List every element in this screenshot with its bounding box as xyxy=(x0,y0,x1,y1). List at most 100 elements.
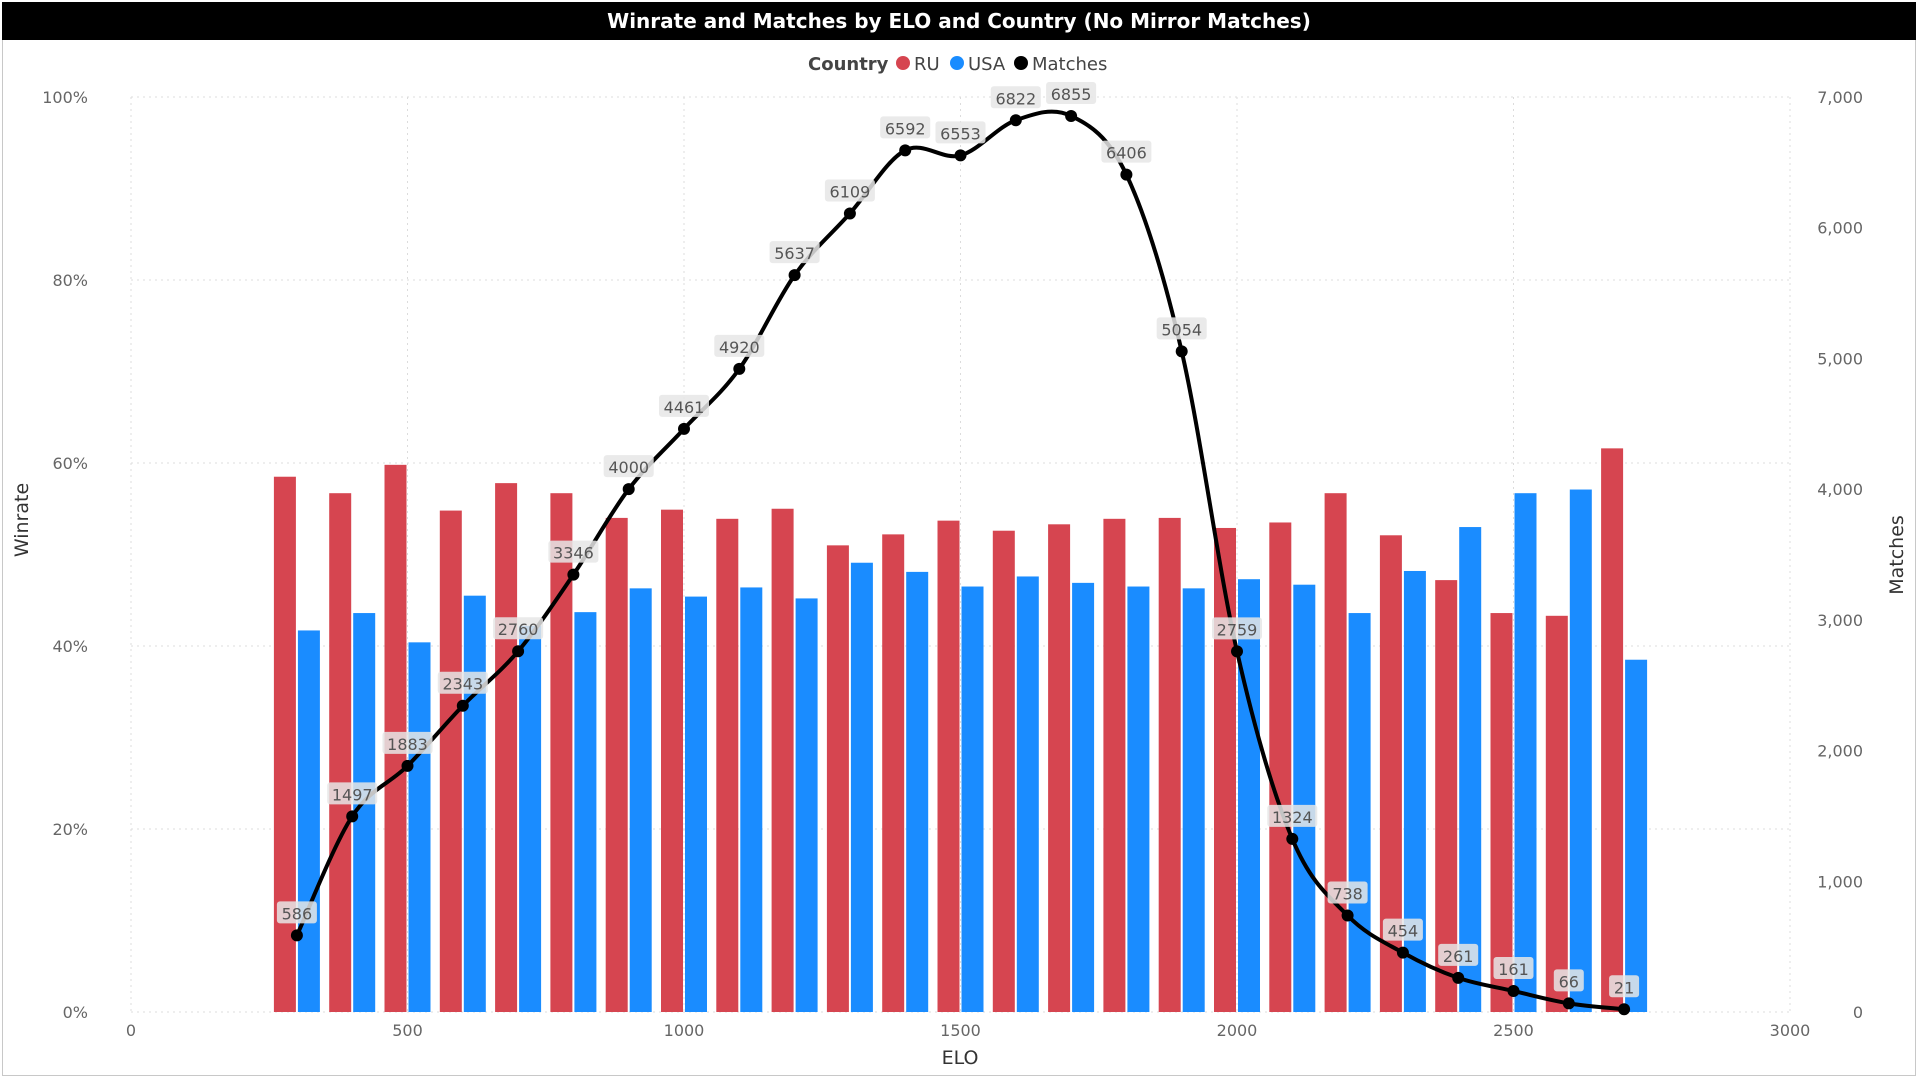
bar-ru[interactable] xyxy=(550,493,573,1012)
bar-usa[interactable] xyxy=(1459,527,1482,1012)
bar-ru[interactable] xyxy=(826,545,849,1012)
data-label-bg xyxy=(1156,317,1207,340)
bar-usa[interactable] xyxy=(961,586,984,1012)
bar-usa[interactable] xyxy=(1348,613,1371,1012)
bar-usa[interactable] xyxy=(685,596,707,1012)
bar-ru[interactable] xyxy=(992,530,1015,1012)
data-label-bg xyxy=(714,334,765,357)
bar-ru[interactable] xyxy=(1269,522,1292,1012)
bar-usa[interactable] xyxy=(1293,584,1316,1012)
legend[interactable]: Country RU USA Matches xyxy=(808,54,1107,75)
bar-usa[interactable] xyxy=(1625,659,1648,1012)
matches-point[interactable] xyxy=(1618,1003,1631,1016)
bar-ru[interactable] xyxy=(1048,524,1071,1012)
bar-ru[interactable] xyxy=(1103,518,1126,1012)
matches-point[interactable] xyxy=(678,422,690,435)
y2-tick-label: 6,000 xyxy=(1817,219,1863,238)
y2-tick-label: 7,000 xyxy=(1817,88,1863,107)
bar-usa[interactable] xyxy=(1403,570,1426,1012)
bar-usa[interactable] xyxy=(906,571,929,1012)
x-tick-label: 0 xyxy=(126,1021,136,1040)
data-label-bg xyxy=(1438,943,1479,966)
bar-usa[interactable] xyxy=(795,598,818,1012)
bar-usa[interactable] xyxy=(1072,582,1095,1012)
matches-point[interactable] xyxy=(567,568,580,581)
bar-ru[interactable] xyxy=(1435,580,1458,1012)
bar-ru[interactable] xyxy=(1379,535,1402,1012)
matches-point[interactable] xyxy=(788,269,801,282)
matches-point[interactable] xyxy=(1065,109,1078,122)
matches-data-label: 6406 xyxy=(1106,144,1147,163)
bar-ru[interactable] xyxy=(273,476,296,1013)
matches-point[interactable] xyxy=(346,810,359,823)
data-label-bg xyxy=(769,241,820,264)
x-tick-label: 1500 xyxy=(940,1021,981,1040)
data-label-bg xyxy=(548,540,599,563)
bar-ru[interactable] xyxy=(937,520,960,1012)
bar-ru[interactable] xyxy=(1601,448,1624,1012)
bar-ru[interactable] xyxy=(1214,527,1236,1012)
matches-point[interactable] xyxy=(1562,997,1575,1010)
matches-point[interactable] xyxy=(1341,909,1354,922)
bar-ru[interactable] xyxy=(882,534,905,1012)
bar-usa[interactable] xyxy=(1182,588,1205,1012)
matches-point[interactable] xyxy=(401,759,414,772)
matches-data-label: 738 xyxy=(1332,885,1363,904)
matches-point[interactable] xyxy=(1286,832,1299,845)
bar-ru[interactable] xyxy=(1490,613,1513,1012)
bar-ru[interactable] xyxy=(1324,493,1347,1012)
matches-point[interactable] xyxy=(1120,168,1133,181)
bar-usa[interactable] xyxy=(629,588,652,1012)
x-tick-label: 1000 xyxy=(664,1021,705,1040)
bar-usa[interactable] xyxy=(297,630,320,1012)
bar-usa[interactable] xyxy=(1238,579,1260,1012)
matches-point[interactable] xyxy=(843,207,856,220)
matches-point[interactable] xyxy=(290,929,303,942)
matches-point[interactable] xyxy=(733,362,746,375)
data-label-bg xyxy=(659,394,709,417)
matches-point[interactable] xyxy=(1507,984,1520,997)
bar-ru[interactable] xyxy=(1158,517,1181,1012)
bar-ru[interactable] xyxy=(771,508,794,1012)
data-label-bg xyxy=(1382,918,1423,941)
matches-point[interactable] xyxy=(1175,345,1188,358)
bar-usa[interactable] xyxy=(463,595,486,1012)
matches-point[interactable] xyxy=(456,699,469,712)
data-label-bg xyxy=(1046,81,1097,104)
matches-point[interactable] xyxy=(1009,114,1022,127)
data-label-bg xyxy=(1267,804,1318,827)
bar-usa[interactable] xyxy=(1569,489,1592,1012)
bar-ru[interactable] xyxy=(716,518,739,1012)
bar-usa[interactable] xyxy=(1514,493,1537,1012)
matches-point[interactable] xyxy=(622,483,635,496)
bar-ru[interactable] xyxy=(1545,615,1568,1012)
bar-usa[interactable] xyxy=(353,613,376,1012)
bar-usa[interactable] xyxy=(740,587,763,1012)
bar-usa[interactable] xyxy=(1016,576,1039,1012)
y2-tick-label: 2,000 xyxy=(1817,742,1863,761)
legend-title: Country xyxy=(808,54,889,75)
bar-ru[interactable] xyxy=(661,509,683,1012)
bar-usa[interactable] xyxy=(519,625,542,1012)
matches-data-label: 586 xyxy=(282,904,313,923)
matches-point[interactable] xyxy=(1231,645,1243,658)
matches-point[interactable] xyxy=(954,149,967,162)
y-tick-label: 60% xyxy=(52,454,88,473)
matches-point[interactable] xyxy=(1396,946,1409,959)
bar-usa[interactable] xyxy=(574,612,597,1012)
matches-point[interactable] xyxy=(1452,971,1465,984)
bar-ru[interactable] xyxy=(495,483,518,1012)
bar-ru[interactable] xyxy=(439,510,462,1012)
data-label-bg xyxy=(276,901,317,924)
matches-point[interactable] xyxy=(512,645,525,658)
y-tick-label: 20% xyxy=(52,820,88,839)
bar-ru[interactable] xyxy=(329,493,352,1012)
matches-data-label: 2343 xyxy=(442,675,483,694)
bar-usa[interactable] xyxy=(1127,586,1150,1012)
bar-usa[interactable] xyxy=(408,642,431,1012)
matches-point[interactable] xyxy=(899,144,912,157)
bar-usa[interactable] xyxy=(850,562,873,1012)
bar-ru[interactable] xyxy=(605,517,628,1012)
matches-data-label: 2759 xyxy=(1217,620,1258,639)
